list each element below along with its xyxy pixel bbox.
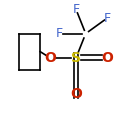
Text: S: S: [71, 51, 81, 65]
Text: O: O: [44, 51, 56, 65]
Text: O: O: [101, 51, 113, 65]
Text: F: F: [56, 27, 63, 40]
Text: O: O: [70, 87, 82, 101]
Text: F: F: [104, 12, 111, 24]
Text: F: F: [72, 3, 80, 16]
